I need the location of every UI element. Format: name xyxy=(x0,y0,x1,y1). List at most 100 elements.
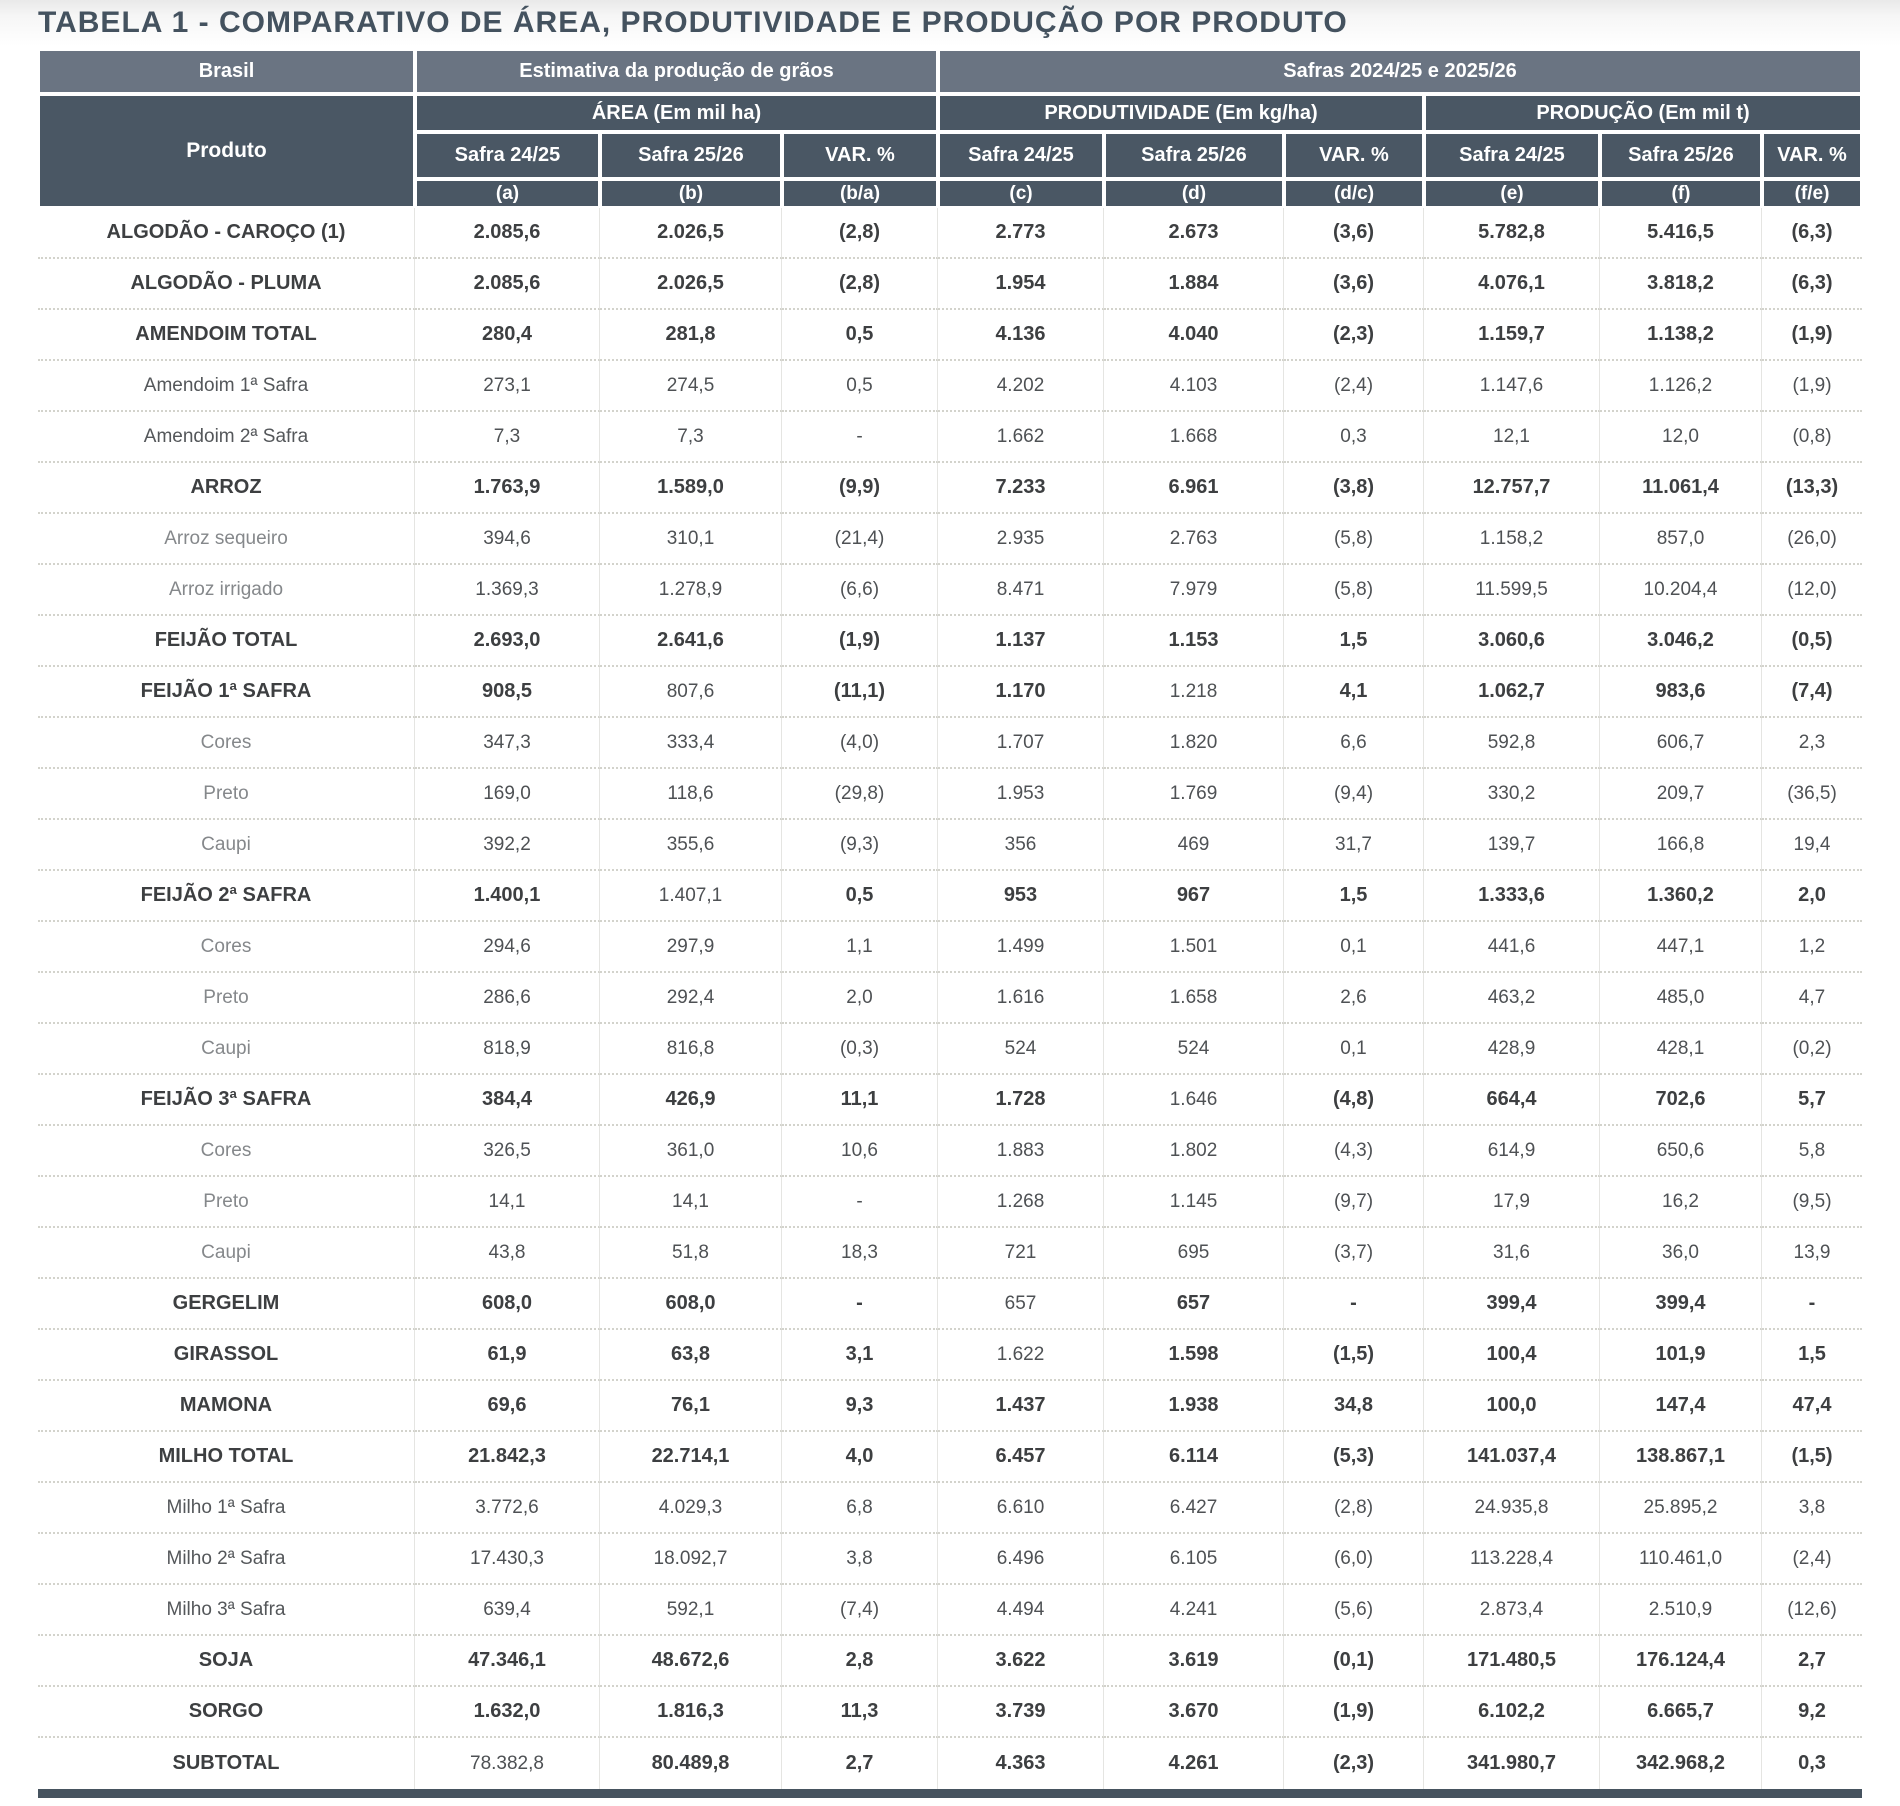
value-cell: 6,6 xyxy=(1284,718,1424,769)
value-cell: 3.060,6 xyxy=(1424,616,1600,667)
product-label: Milho 2ª Safra xyxy=(38,1534,415,1585)
col-header-letter: (f/e) xyxy=(1762,179,1863,208)
value-cell: 2,7 xyxy=(782,1738,938,1789)
value-cell: 330,2 xyxy=(1424,769,1600,820)
value-cell: 209,7 xyxy=(1600,769,1762,820)
value-cell: 6.610 xyxy=(938,1483,1104,1534)
col-header-season: VAR. % xyxy=(1284,132,1424,179)
table-row: Caupi 818,9 816,8 (0,3) 524 524 0,1 428,9 428,1(… xyxy=(38,1024,1863,1075)
value-cell: 1.218 xyxy=(1104,667,1284,718)
value-cell: 1.158,2 xyxy=(1424,514,1600,565)
value-cell: 21.842,3 xyxy=(415,1432,600,1483)
page-title: TABELA 1 - COMPARATIVO DE ÁREA, PRODUTIV… xyxy=(38,6,1348,39)
value-cell: 1.499 xyxy=(938,922,1104,973)
value-cell: (7,4) xyxy=(1762,667,1863,718)
value-cell: 333,4 xyxy=(600,718,782,769)
value-cell: 0,5 xyxy=(782,361,938,412)
value-cell: 6.114 xyxy=(1104,1432,1284,1483)
value-cell: 274,5 xyxy=(600,361,782,412)
product-label: Amendoim 2ª Safra xyxy=(38,412,415,463)
value-cell: 524 xyxy=(1104,1024,1284,1075)
value-cell: 286,6 xyxy=(415,973,600,1024)
table-header: Brasil Estimativa da produção de grãos S… xyxy=(38,49,1863,208)
value-cell: 3.619 xyxy=(1104,1636,1284,1687)
header-row-letters: (a) (b) (b/a) (c) (d) (d/c) (e) (f) (f/e) xyxy=(38,179,1863,208)
value-cell: 1.138,2 xyxy=(1600,310,1762,361)
value-cell: 469 xyxy=(1104,820,1284,871)
value-cell: 816,8 xyxy=(600,1024,782,1075)
value-cell: 2.085,6 xyxy=(415,259,600,310)
value-cell: 3.772,6 xyxy=(415,1483,600,1534)
product-label: GIRASSOL xyxy=(38,1330,415,1381)
col-header-season: VAR. % xyxy=(782,132,938,179)
value-cell: 10.204,4 xyxy=(1600,565,1762,616)
value-cell: 1.802 xyxy=(1104,1126,1284,1177)
value-cell: 1.662 xyxy=(938,412,1104,463)
value-cell: 11.599,5 xyxy=(1424,565,1600,616)
table-row: Cores 347,3 333,4 (4,0) 1.707 1.820 6,6 592,8 60… xyxy=(38,718,1863,769)
table-row: Cores 326,5 361,0 10,6 1.883 1.802 (4,3) 614,9 6… xyxy=(38,1126,1863,1177)
value-cell: 7,3 xyxy=(600,412,782,463)
value-cell: 1,5 xyxy=(1284,616,1424,667)
value-cell: 17,9 xyxy=(1424,1177,1600,1228)
table-body: ALGODÃO - CAROÇO (1) 2.085,6 2.026,5 (2,8) 2… xyxy=(38,208,1863,1789)
value-cell: 19,4 xyxy=(1762,820,1863,871)
value-cell: 639,4 xyxy=(415,1585,600,1636)
value-cell: 441,6 xyxy=(1424,922,1600,973)
value-cell: (0,5) xyxy=(1762,616,1863,667)
table-row: FEIJÃO 2ª SAFRA 1.400,1 1.407,1 0,5 953 967 1,… xyxy=(38,871,1863,922)
value-cell: 908,5 xyxy=(415,667,600,718)
value-cell: (21,4) xyxy=(782,514,938,565)
value-cell: 1.501 xyxy=(1104,922,1284,973)
value-cell: (26,0) xyxy=(1762,514,1863,565)
value-cell: (4,3) xyxy=(1284,1126,1424,1177)
value-cell: 0,5 xyxy=(782,310,938,361)
value-cell: 614,9 xyxy=(1424,1126,1600,1177)
product-label: Cores xyxy=(38,1126,415,1177)
table-row: Preto 169,0 118,6 (29,8) 1.953 1.769 (9,4) 330,… xyxy=(38,769,1863,820)
value-cell: 347,3 xyxy=(415,718,600,769)
value-cell: 2,6 xyxy=(1284,973,1424,1024)
product-label: Milho 3ª Safra xyxy=(38,1585,415,1636)
value-cell: (3,7) xyxy=(1284,1228,1424,1279)
product-label: Arroz sequeiro xyxy=(38,514,415,565)
value-cell: 281,8 xyxy=(600,310,782,361)
value-cell: 4.202 xyxy=(938,361,1104,412)
value-cell: 6.457 xyxy=(938,1432,1104,1483)
value-cell: 4.363 xyxy=(938,1738,1104,1789)
col-header-season: VAR. % xyxy=(1762,132,1863,179)
value-cell: 297,9 xyxy=(600,922,782,973)
value-cell: 702,6 xyxy=(1600,1075,1762,1126)
value-cell: 34,8 xyxy=(1284,1381,1424,1432)
col-header-season: Safra 24/25 xyxy=(415,132,600,179)
table-row: SUBTOTAL 78.382,8 80.489,8 2,7 4.363 4.261 (2,… xyxy=(38,1738,1863,1789)
product-label: Preto xyxy=(38,1177,415,1228)
value-cell: 51,8 xyxy=(600,1228,782,1279)
value-cell: (9,4) xyxy=(1284,769,1424,820)
header-brasil: Brasil xyxy=(38,49,415,94)
value-cell: 2.673 xyxy=(1104,208,1284,259)
value-cell: (4,8) xyxy=(1284,1075,1424,1126)
value-cell: 6.961 xyxy=(1104,463,1284,514)
col-header-letter: (d/c) xyxy=(1284,179,1424,208)
value-cell: 3,8 xyxy=(782,1534,938,1585)
value-cell: 18.092,7 xyxy=(600,1534,782,1585)
value-cell: 2.773 xyxy=(938,208,1104,259)
value-cell: (5,6) xyxy=(1284,1585,1424,1636)
value-cell: 1.400,1 xyxy=(415,871,600,922)
value-cell: 1.333,6 xyxy=(1424,871,1600,922)
value-cell: 1.062,7 xyxy=(1424,667,1600,718)
table-row: FEIJÃO 1ª SAFRA 908,5 807,6 (11,1) 1.170 1.21… xyxy=(38,667,1863,718)
value-cell: 1,5 xyxy=(1284,871,1424,922)
value-cell: 47.346,1 xyxy=(415,1636,600,1687)
value-cell: 355,6 xyxy=(600,820,782,871)
value-cell: 2.026,5 xyxy=(600,208,782,259)
value-cell: 4.261 xyxy=(1104,1738,1284,1789)
value-cell: 3.818,2 xyxy=(1600,259,1762,310)
value-cell: (3,8) xyxy=(1284,463,1424,514)
production-table: Brasil Estimativa da produção de grãos S… xyxy=(38,49,1863,1798)
value-cell: (1,9) xyxy=(1762,361,1863,412)
product-label: FEIJÃO 3ª SAFRA xyxy=(38,1075,415,1126)
value-cell: (1,5) xyxy=(1284,1330,1424,1381)
value-cell: (7,4) xyxy=(782,1585,938,1636)
